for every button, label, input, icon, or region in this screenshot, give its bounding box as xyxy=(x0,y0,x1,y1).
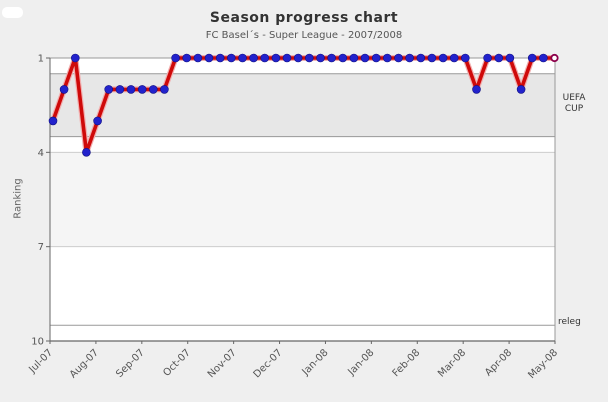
round-marker xyxy=(460,53,470,63)
round-marker xyxy=(539,53,548,63)
round-marker xyxy=(193,53,203,63)
relegation-zone-label: releg xyxy=(558,317,581,327)
round-marker xyxy=(260,53,270,63)
x-tick-label: Mar-08 xyxy=(436,347,468,379)
mid-band xyxy=(50,152,555,247)
x-tick-label: Jul-07 xyxy=(27,347,56,376)
round-marker xyxy=(349,53,359,63)
round-marker xyxy=(427,53,437,63)
x-tick-label: Oct-07 xyxy=(161,347,193,379)
round-marker xyxy=(126,85,136,94)
y-tick-label: 10 xyxy=(31,337,44,348)
round-marker xyxy=(382,53,392,63)
round-marker xyxy=(316,53,325,63)
x-tick-label: May-08 xyxy=(526,347,560,381)
round-marker xyxy=(293,53,303,63)
round-marker xyxy=(59,85,69,94)
round-marker xyxy=(327,53,336,63)
x-tick-label: Apr-08 xyxy=(483,347,514,378)
chart-title: Season progress chart xyxy=(209,10,399,26)
uefa-cup-zone-label-line1: UEFA xyxy=(562,93,586,103)
round-marker xyxy=(494,53,504,63)
round-marker xyxy=(160,85,169,94)
final-round-marker xyxy=(550,53,559,63)
round-marker xyxy=(204,53,214,63)
x-tick-label: Feb-08 xyxy=(391,347,423,379)
x-tick-label: Sep-07 xyxy=(114,347,147,380)
round-marker xyxy=(472,85,481,94)
round-marker xyxy=(227,53,236,63)
round-marker xyxy=(104,85,113,94)
round-marker xyxy=(48,116,58,126)
round-marker xyxy=(527,53,537,63)
round-marker xyxy=(137,85,147,94)
round-marker xyxy=(249,53,258,63)
x-tick-label: Aug-07 xyxy=(68,347,101,380)
window-corner-notch xyxy=(2,7,23,18)
round-marker xyxy=(360,53,370,63)
y-tick-label: 4 xyxy=(38,148,44,159)
y-tick-label: 7 xyxy=(38,242,44,253)
x-tick-label: Jan-08 xyxy=(300,347,331,378)
round-marker xyxy=(483,53,492,63)
round-marker xyxy=(394,53,403,63)
round-marker xyxy=(438,53,448,63)
round-marker xyxy=(182,53,191,63)
round-marker xyxy=(71,53,80,63)
ranking-line xyxy=(51,56,557,155)
round-marker xyxy=(338,53,348,63)
round-marker xyxy=(215,53,225,63)
round-marker xyxy=(171,53,180,63)
round-marker xyxy=(115,85,125,94)
round-marker xyxy=(505,53,515,63)
round-marker xyxy=(449,53,459,63)
round-marker xyxy=(149,85,158,94)
x-tick-label: Dec-07 xyxy=(252,347,285,380)
round-marker xyxy=(238,53,247,63)
round-marker xyxy=(405,53,414,63)
chart-subtitle: FC Basel´s - Super League - 2007/2008 xyxy=(205,30,403,41)
round-marker xyxy=(516,85,526,94)
uefa-cup-band xyxy=(50,73,555,137)
round-marker xyxy=(93,116,102,126)
uefa-cup-zone-label-line2: CUP xyxy=(564,104,584,114)
round-marker xyxy=(416,53,426,63)
round-marker xyxy=(371,53,381,63)
x-tick-label: Nov-07 xyxy=(206,347,239,380)
y-tick-label: 1 xyxy=(38,54,44,65)
round-marker xyxy=(282,53,292,63)
round-marker xyxy=(82,148,91,157)
round-marker xyxy=(304,53,314,63)
x-tick-label: Jan-08 xyxy=(346,347,377,378)
uefa-cup-zone-label: UEFA CUP xyxy=(554,93,594,115)
round-marker xyxy=(271,53,281,63)
